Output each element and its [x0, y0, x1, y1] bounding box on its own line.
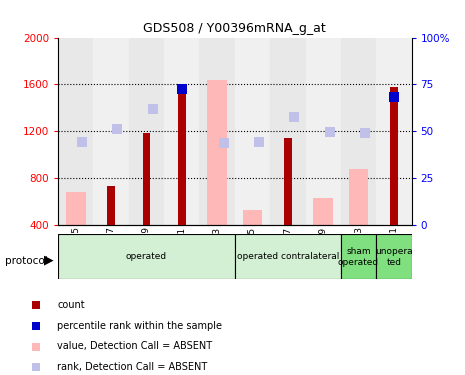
- Bar: [390, 87, 398, 225]
- Text: operated contralateral: operated contralateral: [237, 252, 339, 261]
- Bar: [93, 38, 129, 225]
- Text: rank, Detection Call = ABSENT: rank, Detection Call = ABSENT: [57, 362, 207, 372]
- Bar: [349, 169, 368, 225]
- Bar: [313, 198, 333, 225]
- Bar: [207, 80, 227, 225]
- Bar: [164, 38, 199, 225]
- Text: protocol: protocol: [5, 256, 47, 266]
- Text: percentile rank within the sample: percentile rank within the sample: [57, 321, 222, 331]
- Bar: [376, 38, 412, 225]
- Text: operated: operated: [126, 252, 167, 261]
- Bar: [376, 234, 412, 279]
- Bar: [235, 234, 341, 279]
- Bar: [107, 186, 115, 225]
- Bar: [58, 38, 93, 225]
- Bar: [306, 38, 341, 225]
- Bar: [199, 38, 235, 225]
- Text: value, Detection Call = ABSENT: value, Detection Call = ABSENT: [57, 342, 212, 351]
- Text: sham
operated: sham operated: [338, 247, 379, 267]
- Bar: [66, 192, 86, 225]
- Bar: [143, 133, 150, 225]
- Text: count: count: [57, 300, 85, 310]
- Bar: [235, 38, 270, 225]
- Bar: [284, 138, 292, 225]
- Text: unopera
ted: unopera ted: [375, 247, 412, 267]
- Bar: [341, 38, 376, 225]
- Bar: [243, 210, 262, 225]
- Bar: [58, 234, 235, 279]
- Bar: [129, 38, 164, 225]
- Title: GDS508 / Y00396mRNA_g_at: GDS508 / Y00396mRNA_g_at: [143, 22, 326, 35]
- Text: ▶: ▶: [44, 253, 54, 266]
- Bar: [341, 234, 376, 279]
- Bar: [270, 38, 306, 225]
- Bar: [178, 90, 186, 225]
